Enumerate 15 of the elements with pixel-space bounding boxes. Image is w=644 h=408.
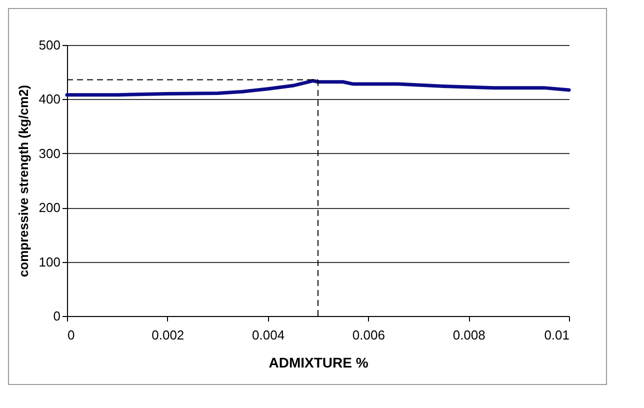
y-tick-label: 300 (38, 146, 60, 161)
y-axis-title: compressive strength (kg/cm2) (16, 84, 31, 278)
x-tick-label: 0.01 (544, 328, 570, 342)
y-tick-label: 0 (53, 308, 60, 324)
x-tick-label: 0.002 (152, 328, 184, 342)
x-tick-label: 0 (68, 328, 75, 342)
x-tick-label: 0.008 (452, 328, 486, 342)
y-tick-label: 400 (38, 92, 60, 107)
y-tick-label: 500 (38, 38, 60, 52)
y-tick-label: 100 (38, 254, 60, 270)
line-series (65, 79, 571, 97)
x-tick-label: 0.006 (352, 328, 385, 342)
x-axis-title: ADMIXTURE % (268, 354, 369, 370)
x-tick-label: 0.004 (252, 328, 285, 342)
y-tick-label: 200 (38, 200, 60, 216)
